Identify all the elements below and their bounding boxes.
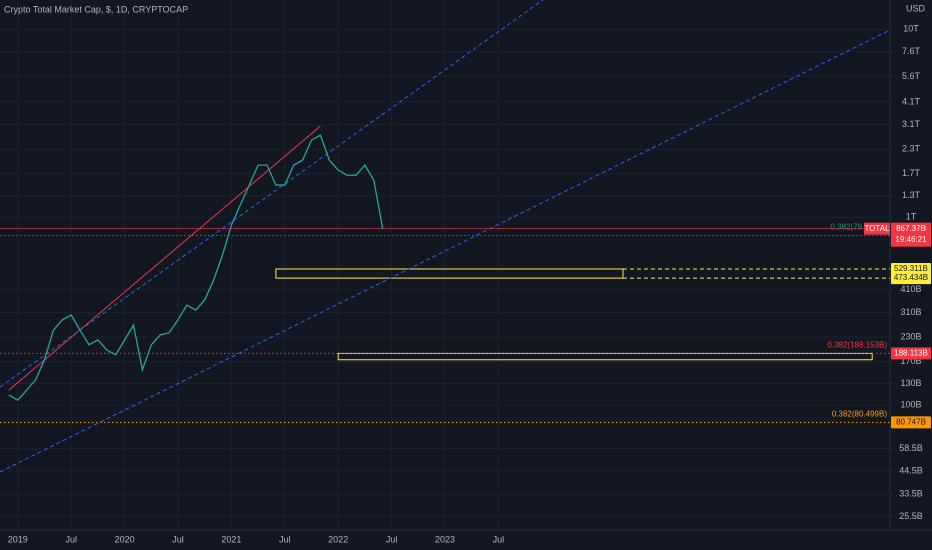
x-tick-label: Jul (493, 534, 505, 544)
trendline (8, 125, 321, 391)
y-tick-label: 10T (903, 24, 919, 34)
price-badge (891, 416, 931, 429)
price-line (8, 134, 384, 402)
fib-label: 0.382(80.499B) (832, 410, 887, 419)
y-tick-label: 25.5B (899, 511, 923, 521)
countdown: 19:46:21 (895, 235, 927, 244)
y-tick-label: 1T (906, 211, 917, 221)
price-badge (891, 347, 931, 360)
plot: 0.382(79 0.382(188.153B) 0.382(80.499B) (0, 0, 891, 473)
y-tick-label: 230B (900, 331, 921, 341)
y-tick-label: 1.3T (902, 190, 921, 200)
y-tick-label: 2.3T (902, 143, 921, 153)
fib-label: 0.382(79 (830, 223, 862, 232)
price-badge (891, 262, 931, 275)
price-badge-label: 867.37B (896, 224, 926, 233)
x-tick-label: Jul (65, 534, 77, 544)
y-tick-label: 100B (900, 399, 921, 409)
y-tick-label: 44.5B (899, 465, 923, 475)
symbol-tag (864, 222, 890, 235)
symbol-tag-label: TOTAL (864, 224, 890, 233)
price-badge-label: 188.113B (894, 349, 928, 358)
price-badge-label: 473.434B (894, 273, 928, 282)
x-tick-label: 2020 (115, 534, 135, 544)
y-tick-label: 3.1T (902, 119, 921, 129)
trendline (0, 0, 544, 388)
y-tick-label: 5.6T (902, 71, 921, 81)
y-tick-label: 130B (900, 378, 921, 388)
y-tick-label: 410B (900, 284, 921, 294)
y-tick-label: 170B (900, 356, 921, 366)
price-badge-label: 529.311B (894, 264, 928, 273)
x-tick-label: 2023 (435, 534, 455, 544)
x-tick-label: 2022 (328, 534, 348, 544)
x-tick-label: Jul (172, 534, 184, 544)
chart-title: Crypto Total Market Cap, $, 1D, CRYPTOCA… (4, 4, 188, 14)
x-tick-label: Jul (386, 534, 398, 544)
fib-label: 0.382(188.153B) (827, 341, 887, 350)
y-tick-label: 7.6T (902, 46, 921, 56)
x-tick-label: 2019 (8, 534, 28, 544)
y-tick-label: 1.7T (902, 168, 921, 178)
price-badge (891, 222, 931, 247)
y-unit: USD (906, 3, 926, 13)
y-tick-label: 58.5B (899, 443, 923, 453)
price-badge-label: 80.747B (896, 418, 926, 427)
y-tick-label: 33.5B (899, 489, 923, 499)
price-badge (891, 272, 931, 285)
grid (0, 0, 890, 530)
axes: 10T 7.6T 5.6T 4.1T 3.1T 2.3T 1.7T 1.3T 1T 410B 310… (8, 24, 931, 544)
trendline (0, 29, 891, 473)
x-tick-label: Jul (279, 534, 291, 544)
y-tick-label: 4.1T (902, 96, 921, 106)
y-tick-label: 310B (900, 307, 921, 317)
x-tick-label: 2021 (221, 534, 241, 544)
zone (275, 268, 624, 279)
